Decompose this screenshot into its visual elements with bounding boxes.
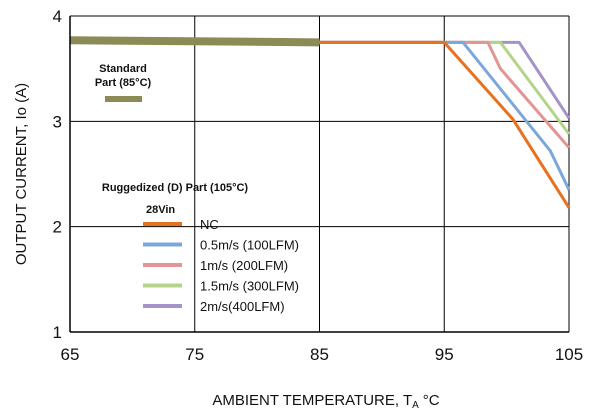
y-tick-label-3: 3 (53, 112, 62, 131)
x-axis-title: AMBIENT TEMPERATURE, TA °C (212, 392, 439, 411)
legend-label-2: 0.5m/s (100LFM) (200, 238, 299, 253)
grid-lines (70, 15, 570, 332)
x-tick-label-85: 85 (310, 345, 329, 364)
legend-standard: Standard Part (85°C) (95, 63, 152, 102)
series-line-0 (69, 36, 320, 47)
y-tick-label-4: 4 (53, 7, 62, 26)
tick-labels: 65 75 85 95 105 1 2 3 4 (53, 7, 584, 364)
legend-ruggedized-title: Ruggedized (D) Part (105°C) (102, 182, 249, 194)
x-tick-label-95: 95 (435, 345, 454, 364)
y-axis-title: OUTPUT CURRENT, Io (A) (13, 83, 30, 265)
axes (69, 16, 569, 333)
legend-label-3: 1m/s (200LFM) (200, 258, 288, 273)
legend-label-5: 2m/s(400LFM) (200, 299, 285, 314)
legend-vin-label: 28Vin (146, 204, 175, 216)
x-tick-label-105: 105 (555, 345, 583, 364)
x-tick-label-65: 65 (61, 345, 80, 364)
series-lines (69, 36, 571, 209)
x-tick-label-75: 75 (185, 345, 204, 364)
legend-label-4: 1.5m/s (300LFM) (200, 279, 299, 294)
y-tick-label-1: 1 (53, 323, 62, 342)
legend-label-1: NC (200, 217, 219, 232)
legend-ruggedized: Ruggedized (D) Part (105°C) 28Vin NC 0.5m… (102, 182, 299, 314)
legend-standard-line1: Standard (99, 63, 147, 75)
legend-items: NC 0.5m/s (100LFM) 1m/s (200LFM) 1.5m/s (30… (143, 217, 299, 314)
y-tick-label-2: 2 (53, 218, 62, 237)
legend-standard-line2: Part (85°C) (95, 77, 152, 89)
